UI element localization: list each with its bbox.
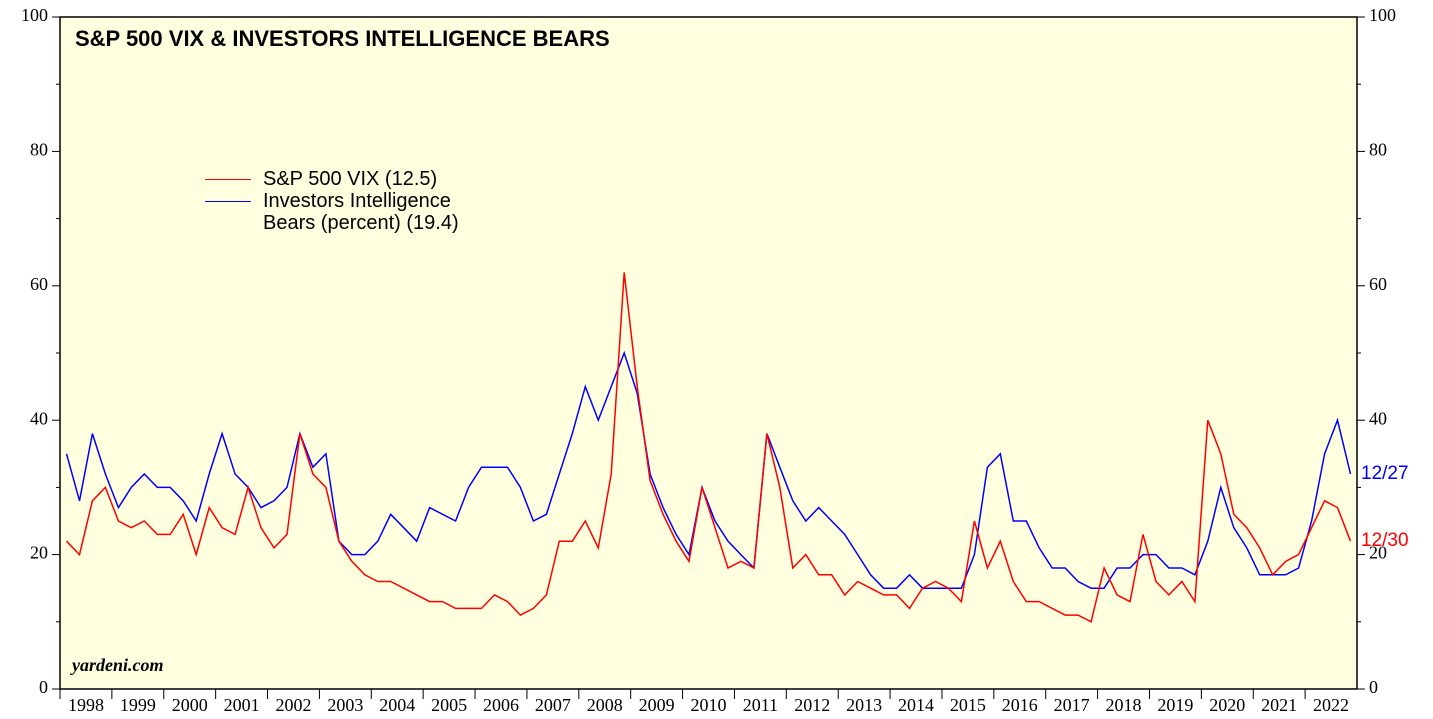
chart-title: S&P 500 VIX & INVESTORS INTELLIGENCE BEA… [75, 26, 610, 51]
y2-tick-label: 0 [1369, 677, 1378, 697]
x-tick-label: 2006 [483, 695, 519, 715]
x-tick-label: 2022 [1313, 695, 1349, 715]
y-tick-label: 20 [30, 543, 48, 563]
x-tick-label: 2005 [431, 695, 467, 715]
y2-tick-label: 100 [1369, 5, 1396, 25]
x-tick-label: 2019 [1157, 695, 1193, 715]
line-series [65, 272, 1352, 623]
plot-area [59, 16, 1358, 690]
y2-tick-label: 40 [1369, 408, 1387, 428]
x-tick-label: 1999 [120, 695, 156, 715]
source: yardeni.com [70, 655, 164, 675]
legend: S&P 500 VIX (12.5) Investors Intelligence… [205, 168, 505, 234]
legend-label: Investors Intelligence Bears (percent) (… [263, 190, 459, 234]
x-tick-label: 2021 [1261, 695, 1297, 715]
legend-swatch [205, 201, 251, 202]
x-tick-label: 2015 [950, 695, 986, 715]
end-label: 12/27 [1361, 463, 1409, 484]
legend-entry: Investors Intelligence Bears (percent) (… [205, 190, 505, 234]
x-tick-label: 2014 [898, 695, 934, 715]
y2-tick-label: 80 [1369, 140, 1387, 160]
x-tick-label: 2011 [743, 695, 778, 715]
end-label: 12/30 [1361, 530, 1409, 551]
x-tick-label: 2012 [794, 695, 830, 715]
y-tick-label: 60 [30, 274, 48, 294]
x-tick-label: 2018 [1106, 695, 1142, 715]
y-tick-label: 100 [21, 5, 48, 25]
legend-label: S&P 500 VIX (12.5) [263, 168, 438, 190]
x-tick-label: 2007 [535, 695, 571, 715]
x-tick-label: 2009 [639, 695, 675, 715]
x-tick-label: 2000 [172, 695, 208, 715]
line-series [65, 350, 1352, 589]
x-tick-label: 2008 [587, 695, 623, 715]
x-tick-label: 2017 [1054, 695, 1090, 715]
x-tick-label: 2016 [1002, 695, 1038, 715]
y-tick-label: 40 [30, 408, 48, 428]
x-tick-label: 2004 [379, 695, 415, 715]
x-tick-label: 2020 [1209, 695, 1245, 715]
legend-swatch [205, 179, 251, 180]
x-tick-label: 2013 [846, 695, 882, 715]
legend-entry: S&P 500 VIX (12.5) [205, 168, 505, 190]
y-tick-label: 0 [39, 677, 48, 697]
y2-tick-label: 60 [1369, 274, 1387, 294]
y-tick-label: 80 [30, 140, 48, 160]
x-tick-label: 2002 [275, 695, 311, 715]
x-tick-label: 1998 [68, 695, 104, 715]
x-tick-label: 2003 [327, 695, 363, 715]
y2-tick-label: 20 [1369, 543, 1387, 563]
x-tick-label: 2001 [224, 695, 260, 715]
x-tick-label: 2010 [691, 695, 727, 715]
